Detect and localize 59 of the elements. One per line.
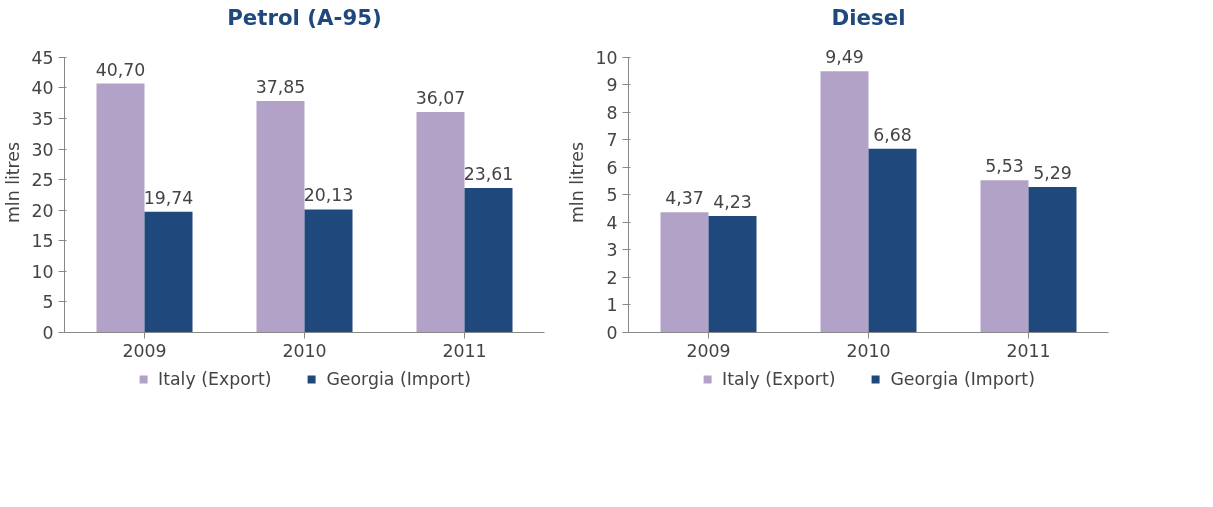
data-label: 4,23 [713, 192, 752, 213]
y-tick-label: 20 [31, 200, 54, 221]
bar [708, 216, 757, 333]
data-label: 36,07 [415, 87, 466, 108]
y-tick-label: 25 [31, 170, 54, 191]
y-tick-label: 1 [606, 295, 618, 316]
bar [820, 71, 869, 333]
data-label: 37,85 [255, 77, 306, 97]
data-label: 19,74 [143, 187, 194, 208]
data-label: 9,49 [825, 47, 864, 68]
y-tick-label: 5 [42, 292, 54, 313]
data-label: 6,68 [873, 124, 912, 145]
y-axis-title: mln litres [567, 141, 588, 224]
x-tick-label: 2011 [1006, 340, 1051, 361]
chart-title: Diesel [831, 5, 906, 30]
y-axis-title: mln litres [3, 141, 24, 224]
bar [256, 101, 305, 333]
bar [868, 148, 917, 333]
legend-label: Italy (Export) [722, 369, 836, 389]
y-tick-label: 30 [31, 139, 54, 160]
legend-label: Georgia (Import) [326, 369, 471, 389]
y-tick-label: 9 [606, 75, 618, 96]
y-tick-label: 8 [606, 102, 618, 123]
y-tick-label: 0 [606, 323, 618, 343]
y-tick-label: 2 [606, 267, 618, 288]
y-tick-label: 15 [31, 231, 54, 252]
x-tick-label: 2009 [686, 340, 731, 361]
y-tick-label: 6 [606, 157, 618, 178]
y-tick-label: 0 [42, 323, 54, 343]
x-tick-label: 2011 [442, 340, 487, 361]
bar [1028, 186, 1077, 333]
legend-label: Italy (Export) [158, 369, 272, 389]
y-tick-label: 5 [606, 185, 618, 206]
y-tick-label: 35 [31, 108, 54, 129]
data-label: 23,61 [463, 164, 514, 185]
data-label: 40,70 [95, 59, 146, 80]
y-tick-label: 4 [606, 212, 618, 233]
data-label: 4,37 [665, 188, 704, 209]
bar [96, 83, 145, 333]
y-tick-label: 10 [31, 261, 54, 282]
bar [304, 209, 353, 333]
x-tick-label: 2010 [846, 340, 891, 361]
bar [144, 211, 193, 333]
chart-title: Petrol (A-95) [227, 5, 382, 30]
data-label: 20,13 [303, 185, 354, 206]
x-tick-label: 2010 [282, 340, 327, 361]
data-label: 5,29 [1033, 162, 1072, 183]
y-tick-label: 40 [31, 78, 54, 99]
bar [980, 180, 1029, 333]
bar [660, 212, 709, 333]
y-tick-label: 10 [595, 47, 618, 68]
y-tick-label: 45 [31, 47, 54, 68]
legend-label: Georgia (Import) [890, 369, 1035, 389]
data-label: 5,53 [985, 156, 1024, 177]
bar [464, 188, 513, 333]
x-tick-label: 2009 [122, 340, 167, 361]
bar [416, 111, 465, 333]
y-tick-label: 3 [606, 240, 618, 261]
y-tick-label: 7 [606, 130, 618, 151]
